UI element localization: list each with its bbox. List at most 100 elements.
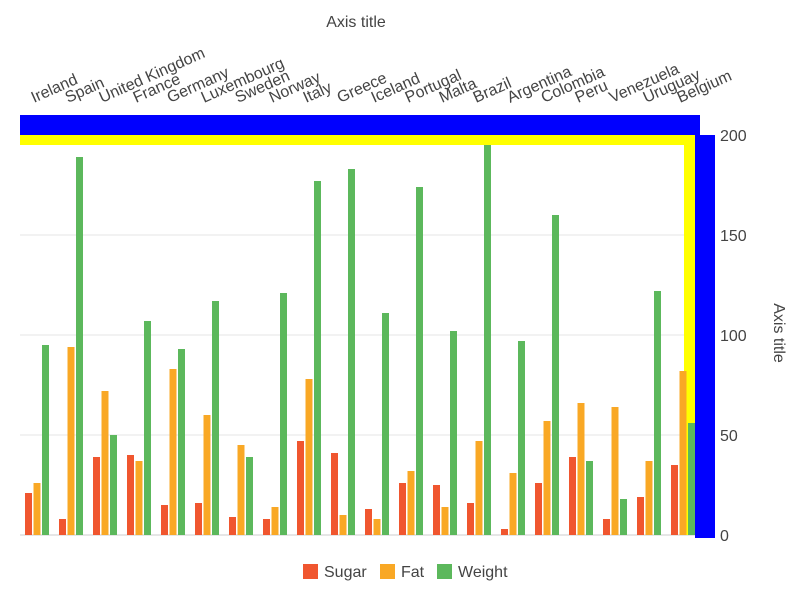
bar-sugar-sweden[interactable]: [229, 517, 236, 535]
legend-swatch: [303, 564, 318, 579]
bar-fat-sweden[interactable]: [237, 445, 245, 535]
bar-weight-iceland[interactable]: [382, 313, 389, 535]
bar-fat-malta[interactable]: [441, 507, 449, 535]
legend-label: Fat: [401, 564, 425, 581]
legend-item-sugar[interactable]: Sugar: [303, 564, 367, 581]
y-axis-highlight-band: [695, 135, 715, 538]
bar-sugar-peru[interactable]: [569, 457, 576, 535]
bar-group-spain: [59, 157, 83, 535]
bar-weight-luxembourg[interactable]: [212, 301, 219, 535]
bar-sugar-belgium[interactable]: [671, 465, 678, 535]
bar-sugar-portugal[interactable]: [399, 483, 406, 535]
bar-weight-venezuela[interactable]: [620, 499, 627, 535]
bar-sugar-france[interactable]: [127, 455, 134, 535]
bar-fat-germany[interactable]: [169, 369, 177, 535]
bar-sugar-ireland[interactable]: [25, 493, 32, 535]
x-axis-highlight-band: [20, 115, 700, 135]
bar-fat-venezuela[interactable]: [611, 407, 619, 535]
bar-weight-greece[interactable]: [348, 169, 355, 535]
y-axis-title: Axis title: [770, 303, 787, 363]
bar-group-malta: [433, 331, 457, 535]
y-tick-label: 50: [720, 428, 738, 445]
bar-group-peru: [569, 403, 593, 535]
bar-weight-sweden[interactable]: [246, 457, 253, 535]
bar-fat-norway[interactable]: [271, 507, 279, 535]
bar-sugar-malta[interactable]: [433, 485, 440, 535]
bar-weight-uruguay[interactable]: [654, 291, 661, 535]
bar-weight-belgium[interactable]: [688, 423, 695, 535]
legend[interactable]: Sugar Fat Weight: [303, 564, 508, 581]
bar-sugar-united-kingdom[interactable]: [93, 457, 100, 535]
bar-fat-greece[interactable]: [339, 515, 347, 535]
bar-weight-united-kingdom[interactable]: [110, 435, 117, 535]
bar-fat-france[interactable]: [135, 461, 143, 535]
bar-series-group: [25, 145, 695, 535]
bar-weight-italy[interactable]: [314, 181, 321, 535]
bar-group-argentina: [501, 341, 525, 535]
bar-weight-norway[interactable]: [280, 293, 287, 535]
y-tick-label: 100: [720, 328, 747, 345]
bar-group-italy: [297, 181, 321, 535]
bar-weight-germany[interactable]: [178, 349, 185, 535]
bar-group-greece: [331, 169, 355, 535]
y-tick-label: 200: [720, 128, 747, 145]
bar-sugar-argentina[interactable]: [501, 529, 508, 535]
y-tick-labels: 0 50 100 150 200: [720, 128, 747, 545]
bar-group-portugal: [399, 187, 423, 535]
bar-weight-portugal[interactable]: [416, 187, 423, 535]
bar-sugar-germany[interactable]: [161, 505, 168, 535]
bar-group-brazil: [467, 145, 491, 535]
legend-item-weight[interactable]: Weight: [437, 564, 508, 581]
bar-weight-ireland[interactable]: [42, 345, 49, 535]
legend-item-fat[interactable]: Fat: [380, 564, 425, 581]
bar-fat-portugal[interactable]: [407, 471, 415, 535]
bar-group-france: [127, 321, 151, 535]
y-tick-label: 150: [720, 228, 747, 245]
bar-group-belgium: [671, 371, 695, 535]
x-axis-title: Axis title: [326, 14, 386, 31]
bar-group-iceland: [365, 313, 389, 535]
bar-fat-ireland[interactable]: [33, 483, 41, 535]
bar-group-ireland: [25, 345, 49, 535]
bar-fat-belgium[interactable]: [679, 371, 687, 535]
bar-group-uruguay: [637, 291, 661, 535]
bar-group-sweden: [229, 445, 253, 535]
bar-fat-uruguay[interactable]: [645, 461, 653, 535]
bar-weight-brazil[interactable]: [484, 145, 491, 535]
legend-swatch: [380, 564, 395, 579]
bar-group-venezuela: [603, 407, 627, 535]
bar-sugar-brazil[interactable]: [467, 503, 474, 535]
legend-label: Weight: [458, 564, 508, 581]
bar-fat-peru[interactable]: [577, 403, 585, 535]
bar-fat-luxembourg[interactable]: [203, 415, 211, 535]
bar-sugar-uruguay[interactable]: [637, 497, 644, 535]
bar-weight-argentina[interactable]: [518, 341, 525, 535]
bar-fat-spain[interactable]: [67, 347, 75, 535]
bar-sugar-luxembourg[interactable]: [195, 503, 202, 535]
bar-group-united-kingdom: [93, 391, 117, 535]
bar-weight-peru[interactable]: [586, 461, 593, 535]
bar-weight-malta[interactable]: [450, 331, 457, 535]
bar-weight-france[interactable]: [144, 321, 151, 535]
bar-fat-iceland[interactable]: [373, 519, 381, 535]
bar-fat-argentina[interactable]: [509, 473, 517, 535]
bar-sugar-italy[interactable]: [297, 441, 304, 535]
bar-sugar-spain[interactable]: [59, 519, 66, 535]
bar-weight-colombia[interactable]: [552, 215, 559, 535]
legend-swatch: [437, 564, 452, 579]
bar-sugar-greece[interactable]: [331, 453, 338, 535]
bar-fat-united-kingdom[interactable]: [101, 391, 109, 535]
bar-weight-spain[interactable]: [76, 157, 83, 535]
bar-sugar-norway[interactable]: [263, 519, 270, 535]
bar-fat-colombia[interactable]: [543, 421, 551, 535]
bar-sugar-iceland[interactable]: [365, 509, 372, 535]
bar-sugar-venezuela[interactable]: [603, 519, 610, 535]
bar-sugar-colombia[interactable]: [535, 483, 542, 535]
bar-fat-italy[interactable]: [305, 379, 313, 535]
bar-group-colombia: [535, 215, 559, 535]
gridlines: [20, 134, 700, 536]
bar-fat-brazil[interactable]: [475, 441, 483, 535]
legend-label: Sugar: [324, 564, 367, 581]
